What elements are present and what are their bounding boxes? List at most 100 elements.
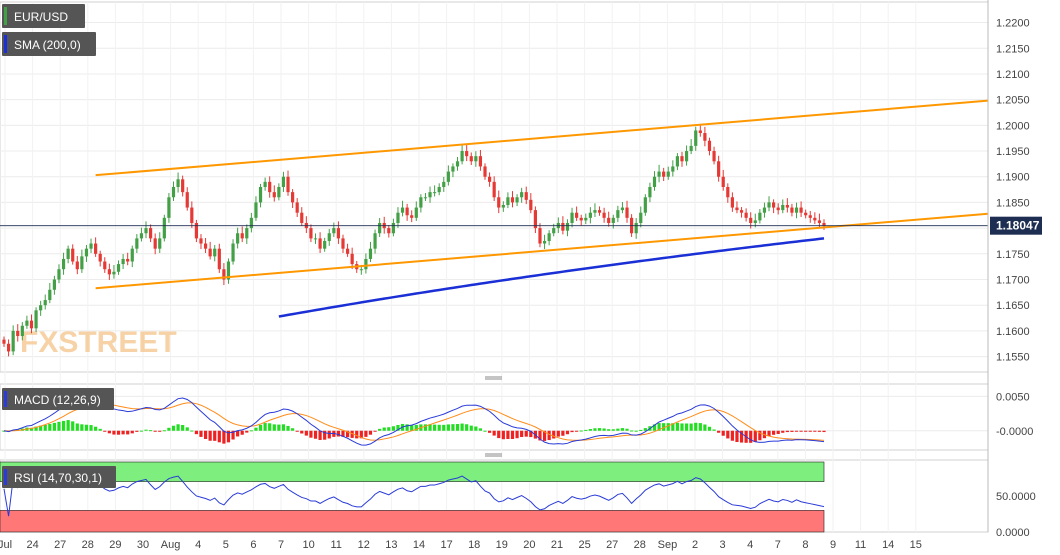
macd-histogram-bar — [396, 424, 400, 431]
x-tick-label: 7 — [278, 539, 284, 551]
x-tick-label: 6 — [250, 539, 256, 551]
macd-histogram-bar — [181, 425, 185, 431]
macd-histogram-bar — [116, 430, 121, 435]
candle-body — [203, 243, 208, 249]
candle-body — [94, 243, 98, 254]
x-tick-label: 11 — [330, 539, 341, 551]
candle-body — [158, 238, 162, 249]
price-tick-label: 1.2000 — [996, 120, 1030, 132]
macd-histogram-bar — [194, 430, 199, 435]
candle-body — [776, 207, 780, 211]
macd-histogram-bar — [153, 430, 157, 432]
macd-histogram-bar — [222, 430, 226, 444]
macd-histogram-bar — [712, 429, 716, 431]
symbol-label[interactable]: EUR/USD — [2, 4, 85, 28]
candle-body — [520, 192, 524, 198]
sma-200-line — [278, 237, 825, 318]
macd-histogram-bar — [57, 421, 61, 431]
macd-histogram-bar — [272, 424, 276, 431]
candle-body — [552, 228, 556, 234]
macd-histogram-bar — [295, 430, 299, 432]
macd-histogram-bar — [391, 426, 395, 431]
macd-histogram-bar — [785, 430, 789, 433]
rsi-label-text: RSI (14,70,30,1) — [14, 471, 102, 485]
macd-histogram-bar — [492, 430, 496, 436]
macd-histogram-bar — [66, 420, 70, 431]
macd-histogram-bar — [405, 424, 409, 431]
macd-histogram-bar — [552, 430, 556, 439]
macd-histogram-bar — [263, 423, 267, 431]
macd-histogram-bar — [625, 428, 629, 431]
macd-histogram-bar — [804, 430, 808, 432]
macd-histogram-bar — [355, 430, 359, 439]
candle-body — [625, 207, 629, 218]
price-tick-label: 1.1850 — [996, 197, 1030, 209]
x-tick-label: 11 — [855, 539, 866, 551]
macd-histogram-bar — [89, 425, 93, 431]
candle-body — [300, 212, 304, 223]
candle-body — [176, 179, 180, 187]
candle-body — [139, 233, 144, 239]
candle-body — [359, 269, 363, 271]
macd-histogram-bar — [629, 430, 634, 432]
candle-body — [648, 187, 652, 198]
candle-body — [817, 220, 822, 223]
macd-histogram-bar — [460, 423, 464, 431]
candle-body — [185, 192, 189, 208]
macd-histogram-bar — [75, 423, 79, 431]
macd-tick-label: 0.0050 — [996, 391, 1030, 403]
macd-histogram-bar — [364, 430, 368, 437]
macd-histogram-bar — [643, 428, 647, 431]
candle-body — [781, 204, 785, 211]
candle-body — [492, 181, 496, 198]
macd-histogram-bar — [43, 424, 47, 431]
candle-body — [144, 228, 148, 234]
macd-label[interactable]: MACD (12,26,9) — [2, 388, 114, 410]
macd-histogram-bar — [542, 430, 547, 441]
candle-body — [639, 212, 643, 223]
macd-histogram-bar — [121, 430, 125, 435]
rsi-label[interactable]: RSI (14,70,30,1) — [2, 466, 116, 488]
macd-histogram-bar — [277, 424, 281, 431]
macd-histogram-bar — [94, 426, 98, 431]
candle-body — [107, 269, 111, 275]
macd-histogram-bar — [694, 422, 698, 431]
price-tick-label: 1.1700 — [996, 275, 1030, 287]
x-tick-label: 28 — [634, 539, 646, 551]
candle-body — [575, 212, 579, 218]
macd-histogram-bar — [671, 423, 675, 431]
pane-resize-handle-rsi[interactable] — [485, 453, 502, 457]
candle-body — [75, 261, 79, 270]
candle-body — [465, 151, 469, 157]
candle-body — [52, 279, 56, 290]
candle-body — [794, 207, 799, 213]
macd-histogram-bar — [48, 423, 52, 431]
candle-body — [428, 192, 432, 198]
candle-body — [753, 220, 757, 223]
macd-histogram-bar — [144, 429, 148, 431]
macd-histogram-bar — [158, 430, 162, 432]
macd-histogram-bar — [61, 420, 66, 431]
price-tick-label: 1.1950 — [996, 146, 1030, 158]
candle-body — [662, 171, 666, 177]
candle-body — [584, 217, 588, 221]
macd-histogram-bar — [203, 430, 208, 439]
candle-body — [460, 151, 464, 162]
macd-histogram-bar — [707, 426, 712, 431]
macd-histogram-bar — [510, 430, 515, 439]
candle-body — [318, 238, 322, 249]
candle-body — [6, 343, 11, 352]
macd-histogram-bar — [268, 423, 272, 431]
candle-body — [16, 330, 20, 337]
candle-body — [442, 181, 446, 187]
sma-label[interactable]: SMA (200,0) — [2, 32, 96, 56]
price-tick-label: 1.1650 — [996, 300, 1030, 312]
pane-resize-handle-macd[interactable] — [485, 376, 502, 380]
candle-body — [213, 248, 217, 257]
x-tick-label: 21 — [551, 539, 563, 551]
macd-histogram-bar — [666, 423, 670, 431]
macd-histogram-bar — [790, 430, 794, 432]
candle-body — [378, 222, 382, 234]
x-tick-label: 29 — [109, 539, 121, 551]
candle-body — [194, 222, 199, 239]
